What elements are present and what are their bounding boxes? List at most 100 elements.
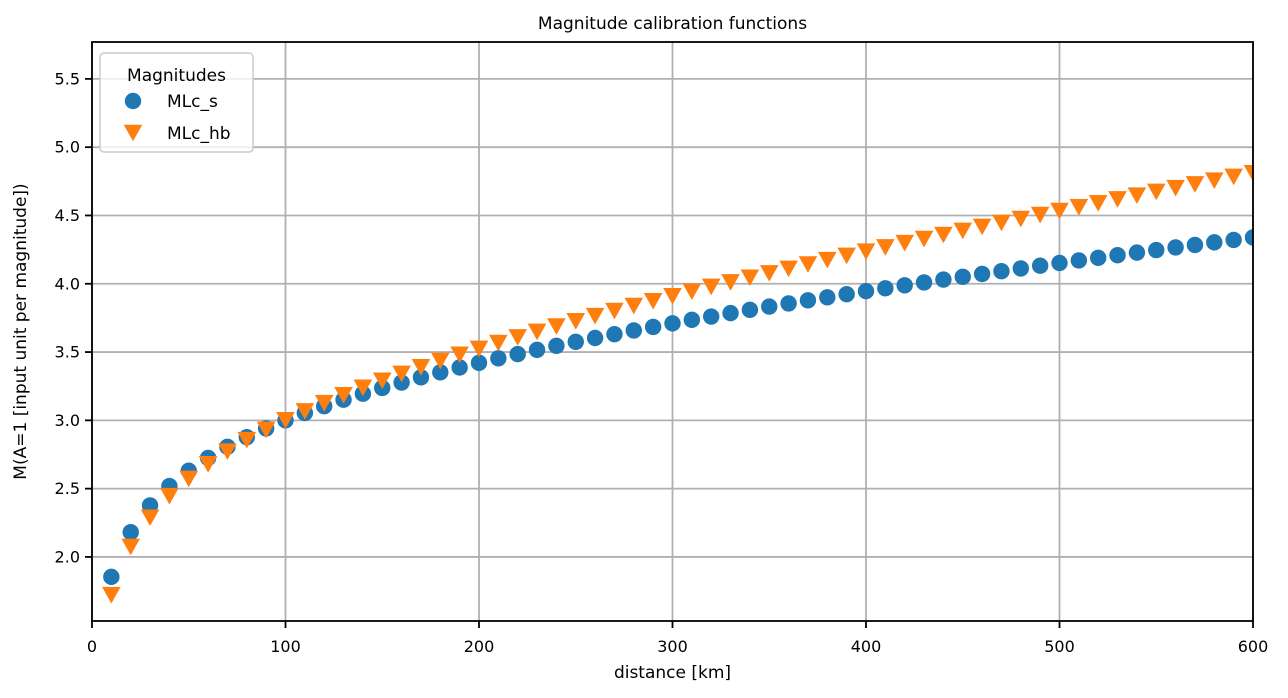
legend: Magnitudes MLc_s MLc_hb (99, 52, 254, 153)
data-points (102, 164, 1253, 604)
series-mlc-s (103, 229, 1253, 586)
data-point (606, 325, 623, 343)
data-point (992, 214, 1011, 232)
data-point (682, 283, 702, 300)
data-point (703, 308, 720, 325)
series-mlc-hb (102, 164, 1253, 604)
data-point (122, 524, 139, 541)
y-tick-label: 4.5 (55, 206, 80, 225)
y-tick-label: 3.5 (55, 343, 80, 362)
data-point (993, 262, 1010, 280)
data-point (1030, 206, 1050, 224)
data-point (1088, 195, 1108, 212)
x-tick-label: 200 (464, 637, 495, 656)
data-point (1127, 187, 1147, 204)
data-point (1031, 257, 1049, 274)
data-point (334, 387, 353, 404)
data-point (1244, 229, 1253, 246)
data-point (431, 352, 450, 370)
data-point (1186, 236, 1204, 254)
data-point (1146, 183, 1166, 201)
data-point (895, 234, 914, 252)
data-point (509, 345, 526, 363)
data-point (876, 239, 895, 256)
data-point (470, 354, 488, 372)
data-point (372, 372, 392, 390)
data-point (721, 274, 740, 291)
legend-title: Magnitudes (127, 66, 226, 86)
data-point (121, 538, 140, 556)
data-point (103, 568, 120, 586)
axis-ticks: 0 100 200 300 400 500 600 2.0 2.5 3.0 3.5 4.0 4.5 5.0… (55, 69, 1269, 656)
data-point (547, 318, 566, 335)
y-tick-label: 3.0 (55, 411, 80, 430)
data-point (837, 247, 856, 265)
data-point (450, 346, 469, 364)
data-point (838, 285, 855, 303)
legend-entry-mlc-hb: MLc_hb (123, 124, 231, 144)
data-point (1243, 164, 1253, 182)
data-point (586, 329, 604, 347)
data-point (643, 292, 663, 310)
data-point (469, 340, 489, 358)
data-point (102, 586, 121, 604)
data-point (160, 487, 179, 505)
data-point (683, 311, 701, 329)
chart-title: Magnitude calibration functions (538, 14, 807, 34)
data-point (1167, 239, 1184, 256)
data-point (780, 295, 797, 312)
data-point (1051, 254, 1068, 272)
data-point (585, 307, 605, 325)
data-point (218, 443, 237, 460)
data-point (314, 394, 334, 412)
data-point (1012, 260, 1029, 277)
data-point (741, 301, 759, 319)
data-point (1225, 231, 1242, 249)
data-point (490, 350, 507, 367)
data-point (1185, 176, 1205, 193)
data-point (953, 222, 973, 240)
data-point (779, 260, 798, 278)
data-point (625, 322, 642, 339)
data-point (411, 359, 431, 376)
data-point (915, 274, 933, 291)
data-point (1069, 198, 1089, 216)
data-point (527, 323, 547, 341)
data-point (934, 226, 953, 244)
y-tick-label: 2.5 (55, 479, 80, 498)
data-point (857, 282, 875, 300)
data-point (896, 277, 913, 294)
data-point (1050, 202, 1069, 220)
data-point (1108, 191, 1127, 208)
data-point (140, 509, 160, 527)
data-point (664, 315, 681, 332)
data-point (179, 470, 199, 488)
data-point (759, 265, 779, 282)
data-point (1206, 234, 1223, 251)
data-point (740, 269, 760, 287)
y-tick-label: 4.0 (55, 274, 80, 293)
y-tick-label: 2.0 (55, 547, 80, 566)
data-point (393, 374, 410, 391)
data-point (392, 365, 411, 383)
data-point (972, 218, 992, 236)
data-point (528, 341, 546, 359)
data-point (722, 304, 739, 322)
data-point (877, 280, 894, 297)
data-point (856, 243, 876, 260)
x-tick-label: 0 (87, 637, 97, 656)
x-tick-label: 500 (1044, 637, 1075, 656)
legend-circle-marker-icon (124, 92, 142, 110)
legend-entry-label: MLc_s (167, 92, 218, 112)
data-point (198, 456, 218, 473)
data-point (237, 431, 257, 449)
data-point (432, 364, 449, 381)
x-tick-label: 600 (1238, 637, 1269, 656)
data-point (1128, 244, 1146, 261)
data-point (566, 313, 586, 330)
data-point (644, 318, 662, 336)
data-point (701, 278, 721, 296)
data-point (451, 359, 468, 376)
